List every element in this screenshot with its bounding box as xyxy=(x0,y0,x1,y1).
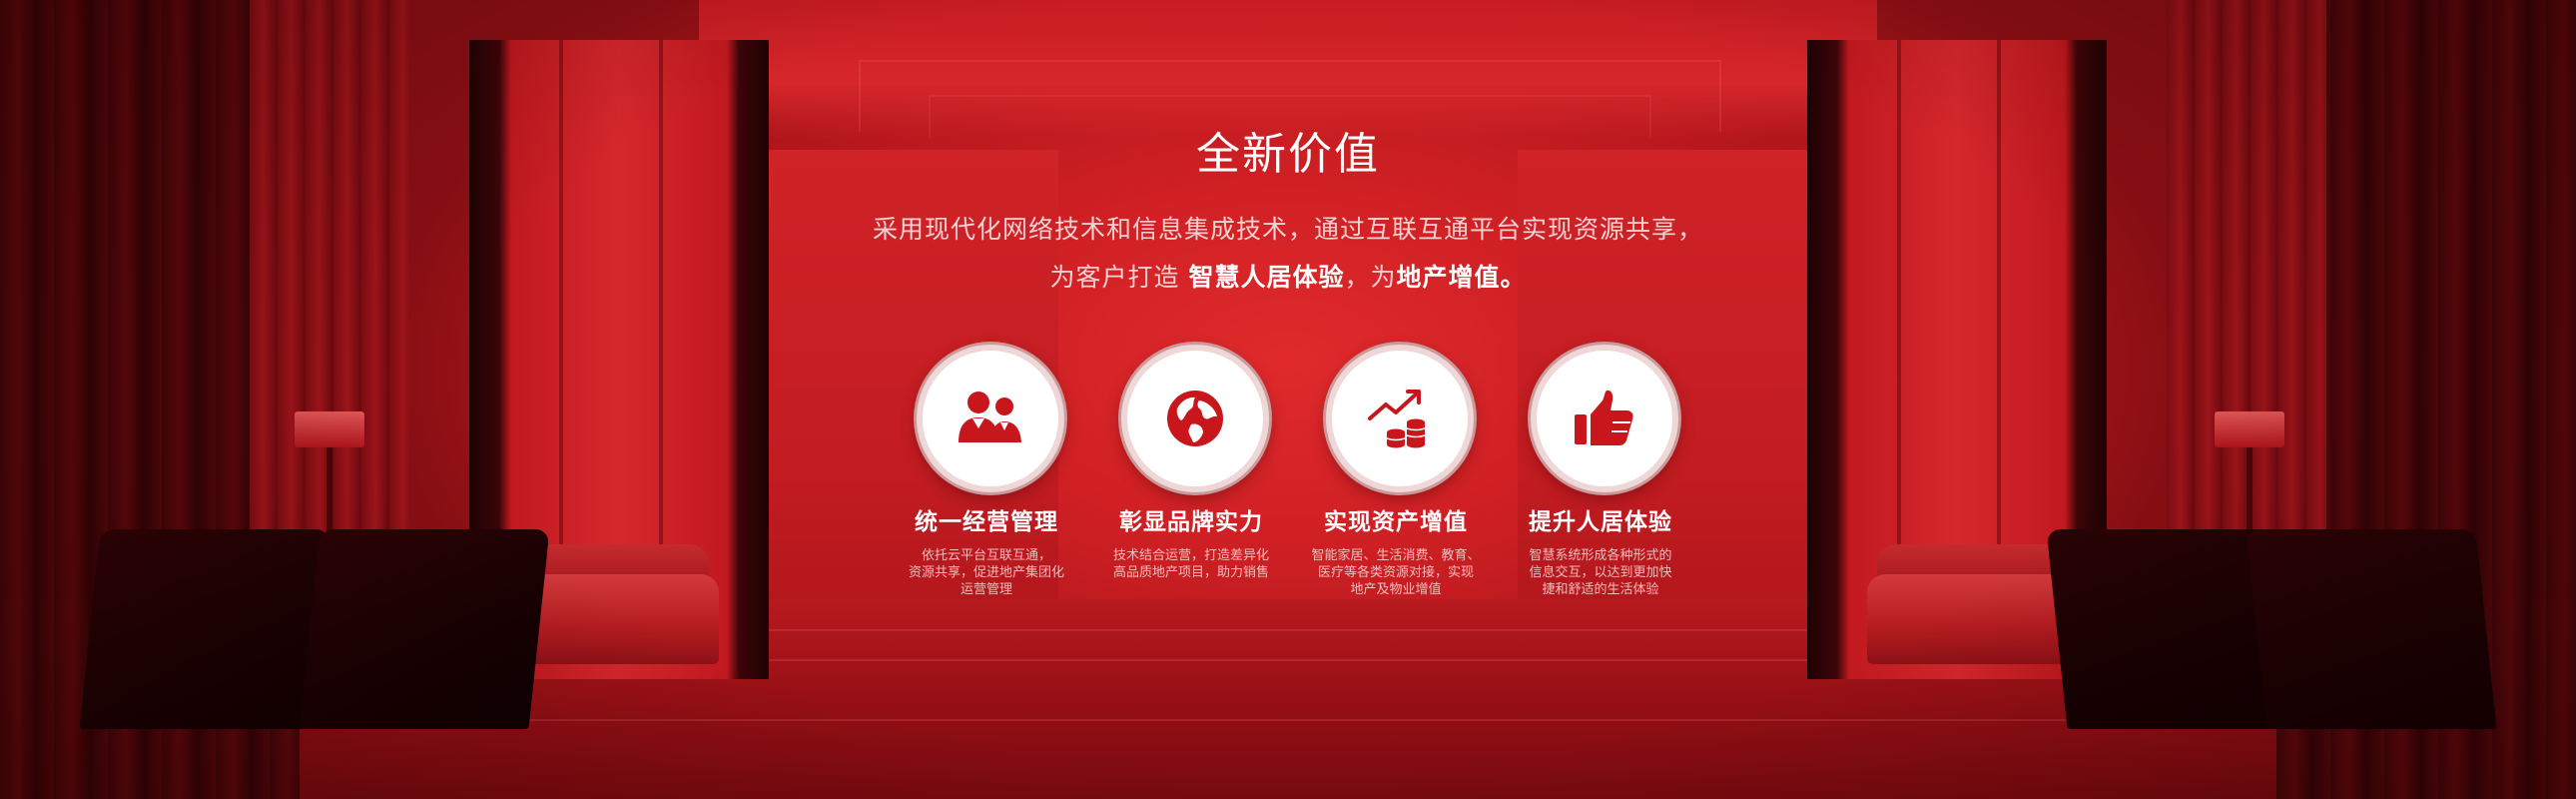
feature-description-line: 资源共享，促进地产集团化 xyxy=(908,565,1064,580)
pillar-groove xyxy=(659,40,663,639)
feature-description-line: 技术结合运营，打造差异化 xyxy=(1112,548,1269,563)
feature-description-line: 捷和舒适的生活体验 xyxy=(1542,582,1659,597)
feature-brand-strength[interactable]: 彰显品牌实力 技术结合运营，打造差异化 高品质地产项目，助力销售 xyxy=(1081,345,1301,624)
feature-title: 统一经营管理 xyxy=(915,509,1058,535)
ceiling-frame xyxy=(859,60,1721,132)
floor-line xyxy=(599,629,1977,631)
pillar-groove xyxy=(1997,40,2001,639)
feature-living-experience[interactable]: 提升人居体验 智慧系统形成各种形式的 信息交互，以达到更加快 捷和舒适的生活体验 xyxy=(1491,345,1710,624)
feature-description-line: 地产及物业增值 xyxy=(1350,582,1442,597)
subtitle-emphasis-experience: 智慧人居体验 xyxy=(1188,263,1345,292)
subtitle-middle: ，为 xyxy=(1344,263,1397,292)
feature-icon-circle xyxy=(1121,345,1269,492)
feature-description: 技术结合运营，打造差异化 高品质地产项目，助力销售 xyxy=(1091,547,1291,581)
feature-title: 提升人居体验 xyxy=(1529,509,1672,535)
feature-description: 智能家居、生活消费、教育、 医疗等各类资源对接，实现 地产及物业增值 xyxy=(1296,547,1496,598)
floor-line xyxy=(200,719,2376,721)
feature-description-line: 运营管理 xyxy=(960,582,1012,597)
thumbs-up-icon xyxy=(1575,390,1633,445)
feature-icon-circle xyxy=(917,345,1064,492)
globe-icon xyxy=(1167,391,1223,446)
feature-title: 实现资产增值 xyxy=(1324,509,1468,535)
feature-description: 智慧系统形成各种形式的 信息交互，以达到更加快 捷和舒适的生活体验 xyxy=(1501,547,1700,598)
section-subtitle-line2: 为客户打造 智慧人居体验，为地产增值。 xyxy=(0,258,2576,294)
lamp-right xyxy=(2215,411,2284,447)
feature-description-line: 医疗等各类资源对接，实现 xyxy=(1317,565,1474,580)
feature-description-line: 高品质地产项目，助力销售 xyxy=(1112,565,1269,580)
users-icon xyxy=(959,392,1021,442)
pillar-groove xyxy=(1897,40,1901,639)
pillar-groove xyxy=(559,40,563,639)
section-title: 全新价值 xyxy=(1196,129,1380,180)
coins-growth-icon xyxy=(1368,390,1426,448)
feature-description-line: 智能家居、生活消费、教育、 xyxy=(1311,548,1481,563)
feature-icon-circle xyxy=(1531,345,1678,492)
lamp-left xyxy=(295,411,364,447)
feature-list: 统一经营管理 依托云平台互联互通， 资源共享，促进地产集团化 运营管理 xyxy=(0,345,2576,624)
floor-line xyxy=(0,659,2576,661)
ceiling-frame-inner xyxy=(929,95,1651,137)
feature-icon-circle xyxy=(1326,345,1474,492)
feature-description-line: 智慧系统形成各种形式的 xyxy=(1529,548,1672,563)
feature-unified-management[interactable]: 统一经营管理 依托云平台互联互通， 资源共享，促进地产集团化 运营管理 xyxy=(877,345,1096,624)
feature-description: 依托云平台互联互通， 资源共享，促进地产集团化 运营管理 xyxy=(887,547,1086,598)
feature-description-line: 信息交互，以达到更加快 xyxy=(1529,565,1672,580)
subtitle-emphasis-value: 地产增值。 xyxy=(1396,263,1527,292)
hall-ceiling xyxy=(699,0,1877,140)
section-subtitle-line1: 采用现代化网络技术和信息集成技术，通过互联互通平台实现资源共享， xyxy=(872,215,1703,244)
subtitle-prefix: 为客户打造 xyxy=(1049,263,1180,292)
feature-title: 彰显品牌实力 xyxy=(1119,509,1263,535)
feature-asset-appreciation[interactable]: 实现资产增值 智能家居、生活消费、教育、 医疗等各类资源对接，实现 地产及物业增… xyxy=(1286,345,1506,624)
feature-description-line: 依托云平台互联互通， xyxy=(921,548,1051,563)
